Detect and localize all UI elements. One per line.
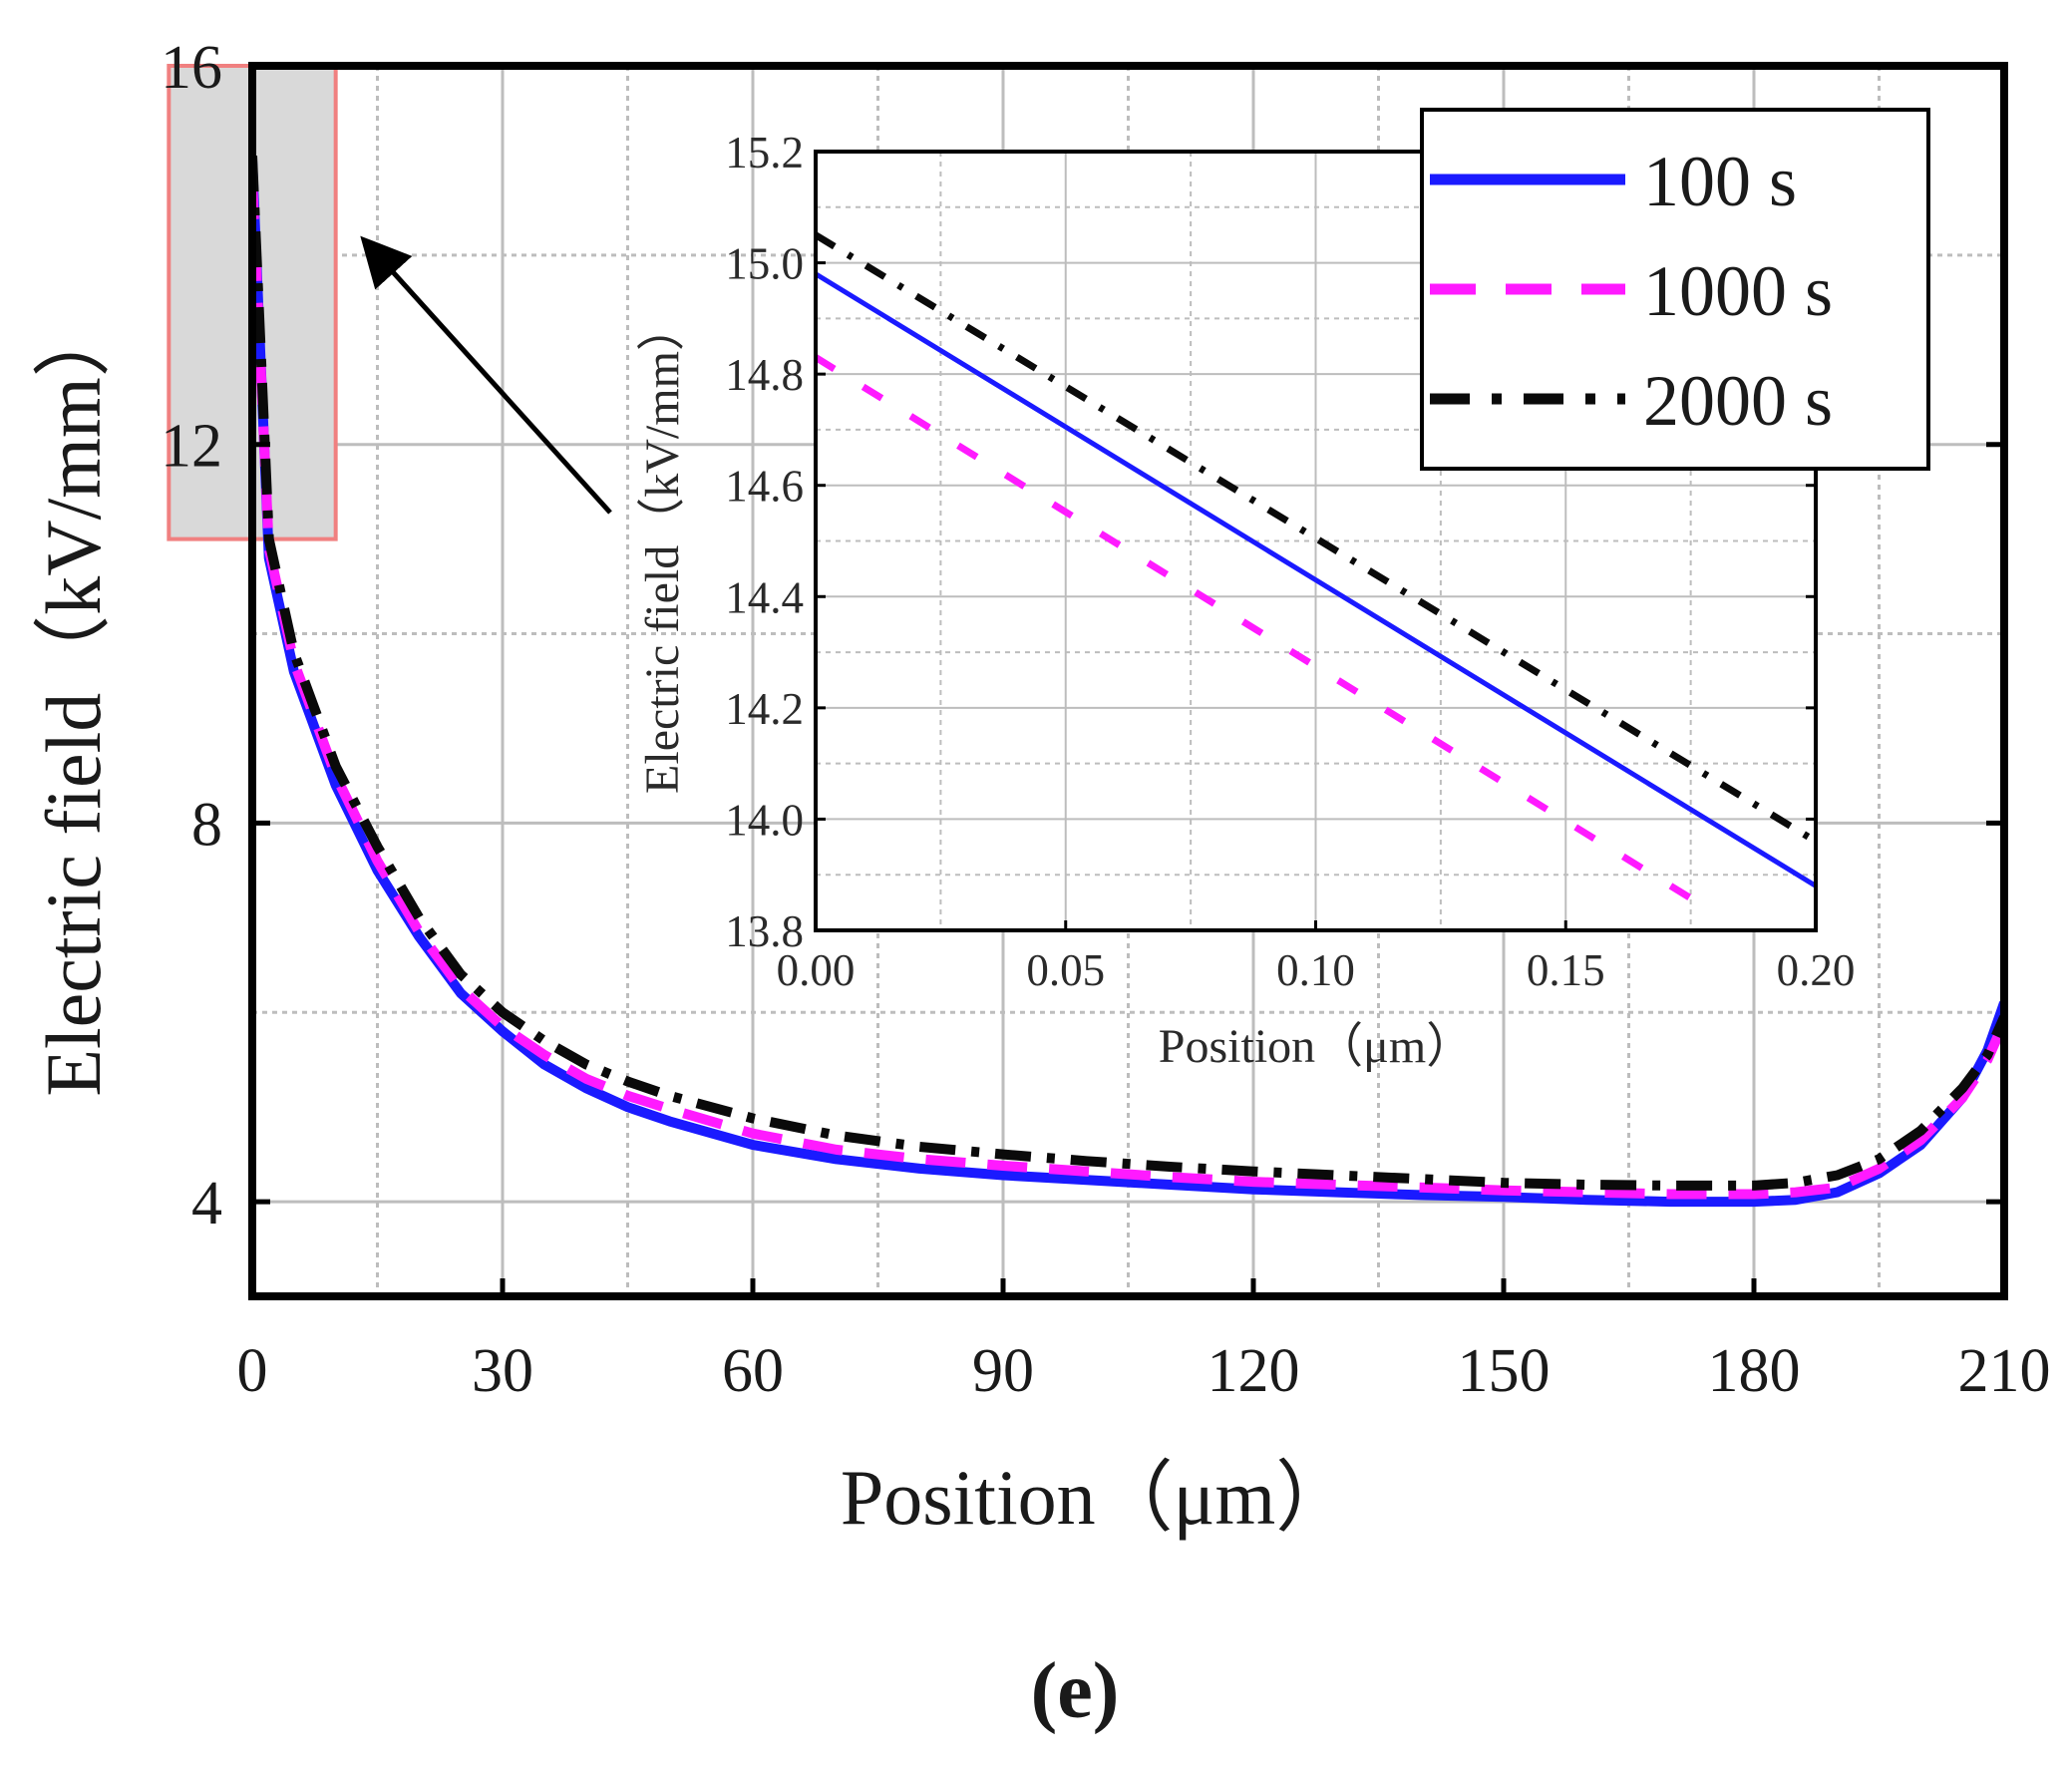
inset-y-tick-label: 15.0	[725, 239, 804, 289]
inset-x-tick-label: 0.20	[1777, 945, 1856, 995]
inset-y-tick-label: 14.2	[725, 684, 804, 734]
main-x-tick-label: 60	[722, 1337, 784, 1405]
legend-label-100-s: 100 s	[1643, 142, 1797, 221]
inset-y-tick-label: 13.8	[725, 906, 804, 956]
main-y-tick-label: 8	[191, 791, 222, 859]
main-series	[252, 155, 2004, 1208]
main-x-tick-label: 90	[972, 1337, 1034, 1405]
main-y-axis-label: Electric field（kV/mm）	[30, 299, 117, 1096]
main-y-tick-label: 4	[191, 1170, 222, 1238]
main-series-2000-s	[252, 155, 2004, 1191]
inset-x-tick-label: 0.05	[1026, 945, 1105, 995]
main-y-tick-label: 12	[161, 413, 222, 481]
inset-series-2000-s	[816, 231, 1816, 845]
main-x-tick-label: 180	[1708, 1337, 1801, 1405]
inset-y-tick-label: 14.4	[725, 572, 804, 622]
panel-label: (e)	[1031, 1647, 1120, 1735]
main-x-tick-label: 210	[1958, 1337, 2051, 1405]
legend: 100 s 1000 s 2000 s	[1420, 108, 1930, 471]
inset-y-tick-label: 14.0	[725, 795, 804, 845]
inset-y-tick-label: 14.8	[725, 350, 804, 400]
main-series-100-s	[252, 160, 2004, 1208]
main-x-tick-label: 120	[1208, 1337, 1300, 1405]
main-y-tick-label: 16	[161, 34, 222, 102]
legend-label-1000-s: 1000 s	[1643, 251, 1833, 331]
inset-y-axis-label: Electric field（kV/mm）	[636, 303, 689, 794]
main-x-axis-label: Position（μm）	[841, 1454, 1353, 1541]
inset-series-1000-s	[816, 354, 1718, 917]
inset-ticks: 0.00 0.05 0.10 0.15 0.20 13.8 14.0 14.2 14.4 14.6…	[725, 128, 1855, 995]
main-plot-frame	[248, 62, 2008, 1300]
inset-series	[816, 231, 1816, 917]
main-x-tick-label: 0	[237, 1337, 268, 1405]
inset-x-tick-label: 0.15	[1527, 945, 1605, 995]
main-ticks: 0 30 60 90 120 150 180 210 4 8 12 16	[161, 34, 2051, 1405]
inset-x-tick-label: 0.00	[777, 945, 856, 995]
inset-x-tick-label: 0.10	[1276, 945, 1355, 995]
main-x-tick-label: 150	[1458, 1337, 1551, 1405]
inset-x-axis-label: Position（μm）	[1159, 1020, 1474, 1073]
inset-series-100-s	[816, 271, 1816, 888]
inset-y-tick-label: 14.6	[725, 462, 804, 512]
main-x-tick-label: 30	[472, 1337, 533, 1405]
legend-label-2000-s: 2000 s	[1643, 361, 1833, 441]
zoom-arrow	[360, 235, 612, 515]
inset-y-tick-label: 15.2	[725, 128, 804, 177]
